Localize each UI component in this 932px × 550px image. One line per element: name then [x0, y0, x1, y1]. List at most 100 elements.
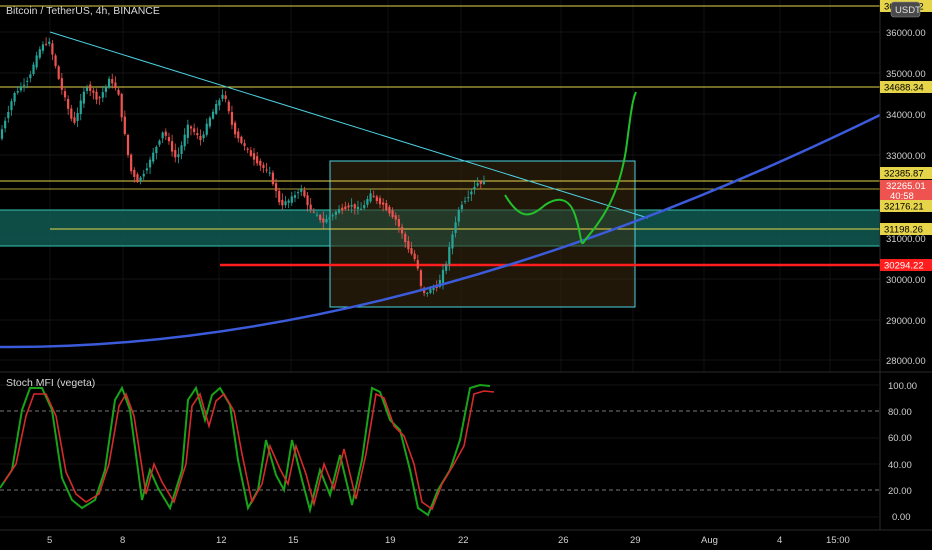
currency-badge[interactable] — [890, 1, 921, 18]
stoch-d-line — [3, 390, 495, 511]
candle-body — [108, 78, 111, 88]
candle-body — [79, 100, 82, 115]
currency-badge-label: USDT — [895, 5, 921, 16]
candle-body — [51, 43, 54, 55]
time-tick: 8 — [120, 535, 125, 546]
candle-body — [262, 164, 265, 169]
candle-body — [369, 193, 372, 202]
candle-body — [114, 82, 117, 88]
candle-body — [382, 202, 385, 205]
candle-body — [16, 91, 19, 93]
candle-body — [208, 117, 211, 127]
candle-body — [10, 101, 13, 111]
candle-body — [300, 188, 303, 192]
candle-body — [448, 246, 451, 265]
label-30294: 30294.22 — [884, 261, 924, 272]
candle-body — [388, 206, 391, 214]
label-34688-bg — [880, 81, 932, 93]
candle-body — [67, 98, 70, 109]
candle-body — [38, 49, 41, 58]
candle-body — [158, 140, 161, 145]
time-tick: 4 — [777, 535, 782, 546]
candle-body — [309, 204, 312, 210]
candle-body — [152, 152, 155, 162]
price-tick: 36000.00 — [886, 28, 926, 39]
stoch-tick: 80.00 — [888, 407, 912, 418]
candle-body — [98, 97, 101, 99]
candle-body — [451, 234, 454, 249]
candle-body — [303, 190, 306, 197]
candle-body — [410, 248, 413, 254]
candle-body — [256, 156, 259, 164]
candle-body — [297, 192, 300, 194]
candle-body — [385, 203, 388, 210]
price-axis: 36000.00 35000.00 34000.00 33000.00 3100… — [886, 28, 926, 367]
price-tick: 31000.00 — [886, 234, 926, 245]
candle-body — [26, 80, 29, 82]
candle-body — [48, 41, 51, 44]
stoch-k-line — [0, 383, 491, 517]
stoch-tick: 20.00 — [888, 486, 912, 497]
candle-body — [454, 222, 457, 233]
candle-body — [473, 186, 476, 190]
candle-body — [174, 149, 177, 158]
candle-body — [419, 270, 423, 287]
candle-body — [164, 131, 167, 136]
candle-body — [177, 154, 180, 158]
candle-body — [13, 93, 16, 102]
candle-body — [70, 108, 73, 119]
time-tick: 15 — [288, 535, 299, 546]
price-tick: 29000.00 — [886, 316, 926, 327]
candle-body — [227, 101, 230, 112]
candle-body — [139, 177, 142, 181]
candle-body — [319, 215, 322, 221]
time-tick: 26 — [558, 535, 569, 546]
candle-body — [19, 86, 22, 91]
candle-body — [32, 64, 35, 74]
price-tick: 34000.00 — [886, 110, 926, 121]
candle-body — [249, 150, 252, 156]
candle-body — [252, 153, 256, 160]
label-32176: 32176.21 — [884, 202, 924, 213]
label-32385: 32385.87 — [884, 169, 924, 180]
candle-body — [287, 200, 290, 203]
candle-body — [432, 288, 435, 291]
candle-body — [237, 131, 240, 139]
candle-body — [438, 280, 441, 287]
label-31198-bg — [880, 223, 932, 235]
time-tick: 19 — [385, 535, 396, 546]
candle-body — [73, 117, 76, 123]
price-tick: 28000.00 — [886, 356, 926, 367]
candle-body — [404, 233, 407, 243]
candle-body — [126, 134, 130, 156]
stoch-tick: 100.00 — [888, 381, 917, 392]
candle-body — [268, 172, 271, 174]
candle-body — [350, 204, 353, 207]
candle-body — [82, 91, 85, 104]
candle-body — [167, 137, 171, 142]
candle-body — [240, 136, 243, 143]
candle-body — [224, 95, 227, 99]
label-32385-bg — [880, 167, 932, 179]
candle-body — [429, 289, 432, 293]
candle-body — [413, 253, 416, 260]
candle-body — [284, 201, 287, 206]
candle-body — [230, 111, 234, 125]
time-tick: Aug — [701, 535, 718, 546]
candle-body — [136, 174, 139, 183]
candle-body — [341, 207, 344, 211]
label-30294-bg — [880, 259, 932, 271]
candle-body — [347, 205, 350, 208]
indicator-title: Stoch MFI (vegeta) — [6, 377, 95, 389]
candle-body — [281, 199, 284, 206]
candle-body — [89, 84, 92, 91]
candle-body — [215, 103, 218, 114]
stoch-grid — [0, 384, 880, 518]
candle-body — [457, 210, 460, 222]
candle-body — [337, 209, 341, 213]
candle-body — [202, 134, 205, 139]
candle-body — [45, 43, 48, 45]
candle-body — [35, 55, 38, 68]
candle-body — [193, 128, 196, 132]
